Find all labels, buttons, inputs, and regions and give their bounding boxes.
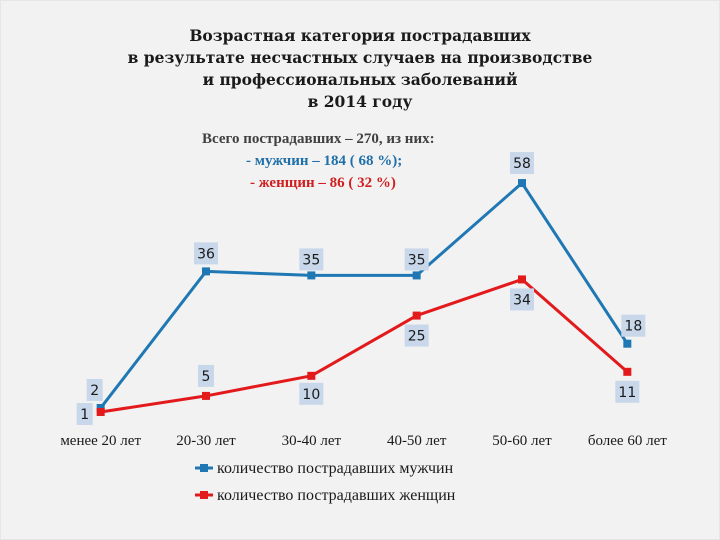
legend-marker xyxy=(200,491,208,499)
summary-women: - женщин – 86 ( 32 %) xyxy=(250,175,396,191)
women-series-point xyxy=(307,371,316,380)
women-label-bg xyxy=(404,324,429,347)
x-tick-label: 40-50 лет xyxy=(387,433,447,449)
x-tick-label: 20-30 лет xyxy=(176,433,236,449)
summary-block: Всего пострадавших – 270, из них: - мужч… xyxy=(150,128,570,194)
women-data-label: 5 xyxy=(202,369,211,385)
x-tick-label: более 60 лет xyxy=(588,433,667,449)
legend-entry: количество пострадавших мужчин xyxy=(217,460,454,477)
men-label-bg xyxy=(86,378,103,401)
men-data-label: 18 xyxy=(624,319,642,335)
men-label-bg xyxy=(194,242,218,265)
legend-marker xyxy=(200,464,208,472)
men-label-bg xyxy=(299,248,324,271)
women-label-bg xyxy=(299,382,324,405)
men-data-label: 35 xyxy=(408,252,426,268)
women-data-label: 11 xyxy=(618,385,636,401)
men-label-bg xyxy=(510,152,534,175)
title-line-1: Возрастная категория пострадавших xyxy=(189,26,531,45)
women-label-bg xyxy=(76,402,93,425)
women-data-label: 25 xyxy=(408,329,426,345)
men-series-point xyxy=(202,267,210,276)
summary-men: - мужчин – 184 ( 68 %); xyxy=(246,153,403,169)
men-series-point xyxy=(518,179,526,188)
women-series-line xyxy=(100,277,629,414)
men-data-label: 36 xyxy=(197,246,215,262)
women-series-point xyxy=(518,275,526,284)
women-label-bg xyxy=(198,364,214,387)
x-tick-label: 50-60 лет xyxy=(492,433,552,449)
x-tick-label: менее 20 лет xyxy=(60,433,141,449)
women-label-bg xyxy=(615,380,640,403)
women-label-bg xyxy=(510,288,534,311)
women-series-point xyxy=(412,311,421,320)
women-data-label: 1 xyxy=(80,407,89,423)
women-series-point xyxy=(202,391,210,400)
men-label-bg xyxy=(404,248,429,271)
women-series-point xyxy=(96,407,105,416)
legend-entry: количество пострадавших женщин xyxy=(217,487,456,504)
women-data-label: 34 xyxy=(513,292,531,308)
men-series-line xyxy=(99,181,629,409)
women-series-point xyxy=(623,367,632,376)
men-data-label: 35 xyxy=(302,252,320,268)
women-data-label: 10 xyxy=(302,387,320,403)
men-series-point xyxy=(96,403,105,412)
title-line-4: в 2014 году xyxy=(307,92,413,111)
men-series-point xyxy=(412,271,421,280)
title-line-2: в результате несчастных случаев на произ… xyxy=(127,48,593,67)
men-series-point xyxy=(623,339,632,348)
men-label-bg xyxy=(621,314,646,337)
summary-total: Всего пострадавших – 270, из них: xyxy=(202,131,435,147)
men-data-label: 58 xyxy=(513,156,531,172)
men-series-point xyxy=(307,271,316,280)
chart-title: Возрастная категория пострадавших в резу… xyxy=(60,25,660,113)
title-line-3: и профессиональных заболеваний xyxy=(202,70,518,89)
men-data-label: 2 xyxy=(90,383,99,399)
x-tick-label: 30-40 лет xyxy=(282,433,342,449)
